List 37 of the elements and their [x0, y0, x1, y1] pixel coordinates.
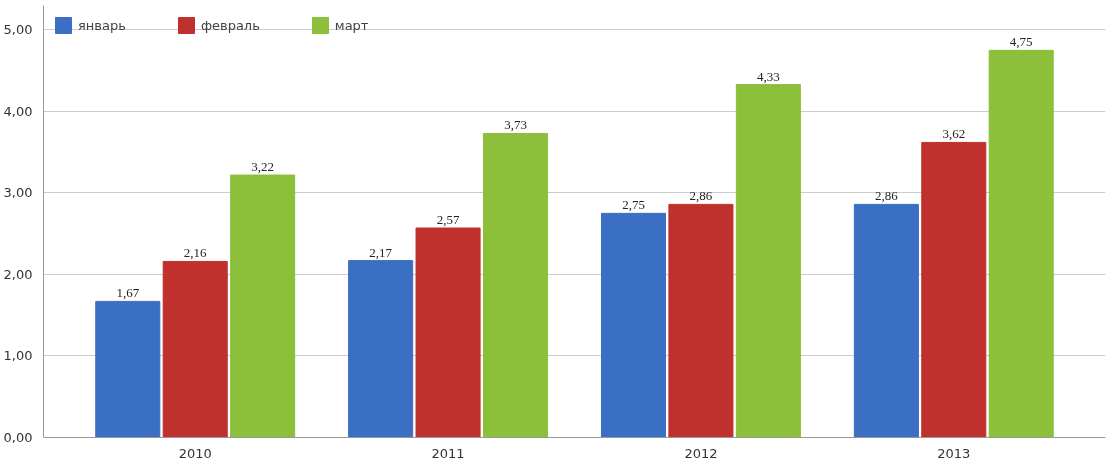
- data-label: 3,22: [251, 159, 275, 175]
- bar: [988, 49, 1054, 438]
- y-tick-label: 5,00: [3, 22, 33, 38]
- data-label: 2,57: [436, 212, 460, 228]
- y-tick-label: 2,00: [3, 266, 33, 282]
- bar: [162, 260, 228, 438]
- x-tick-label: 2013: [937, 445, 971, 461]
- y-tick-label: 1,00: [3, 348, 33, 364]
- data-label: 4,33: [756, 68, 780, 84]
- data-label: 2,16: [183, 245, 208, 261]
- data-label: 3,62: [942, 126, 966, 142]
- x-tick-label: 2011: [431, 445, 465, 461]
- legend-label: февраль: [200, 17, 260, 33]
- bar: [95, 300, 161, 438]
- x-tick-label: 2012: [684, 445, 718, 461]
- legend-label: март: [334, 17, 369, 33]
- y-tick-label: 0,00: [3, 430, 33, 445]
- bar: [668, 203, 734, 438]
- bar: [415, 227, 481, 438]
- bar: [482, 132, 549, 438]
- y-tick-label: 4,00: [3, 103, 33, 119]
- bar: [230, 174, 296, 438]
- bar: [348, 260, 414, 438]
- bar: [600, 212, 667, 438]
- data-label: 4,75: [1009, 34, 1033, 50]
- y-tick-label: 3,00: [3, 185, 33, 201]
- data-label: 2,86: [874, 188, 899, 204]
- data-label: 2,75: [622, 197, 645, 213]
- data-label: 1,67: [116, 285, 140, 301]
- legend-label: январь: [78, 17, 126, 33]
- bar: [853, 203, 919, 438]
- bar: [735, 84, 801, 438]
- bar: [921, 141, 987, 438]
- data-label: 2,86: [689, 188, 713, 204]
- data-label: 2,17: [369, 244, 393, 260]
- data-label: 3,73: [504, 117, 527, 133]
- x-tick-label: 2010: [178, 445, 212, 461]
